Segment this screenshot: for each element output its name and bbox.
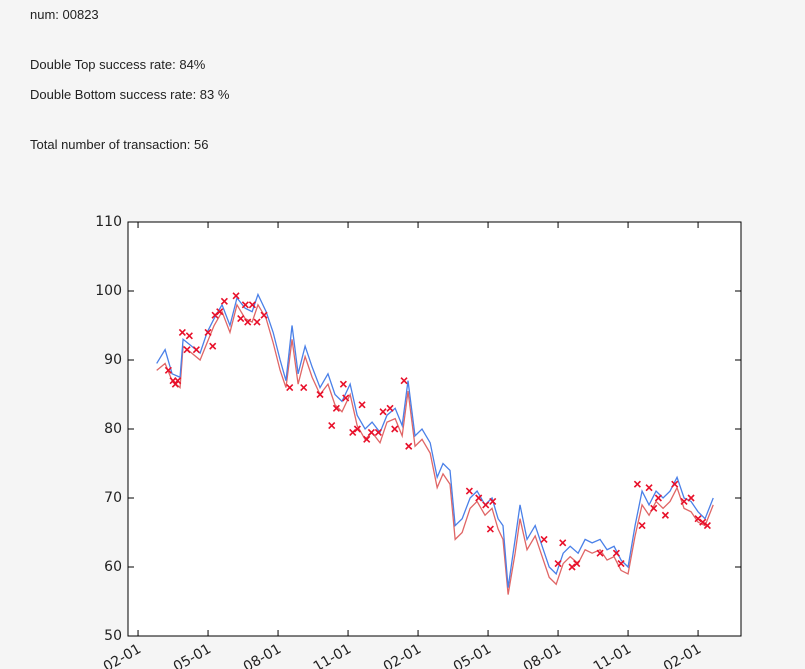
x-tick-label: 05-01 bbox=[451, 641, 494, 669]
signal-marker bbox=[286, 384, 294, 392]
signal-marker bbox=[638, 522, 646, 530]
signal-marker bbox=[216, 308, 224, 316]
price-line bbox=[156, 303, 714, 595]
signal-marker bbox=[367, 428, 375, 437]
signal-marker bbox=[400, 377, 408, 385]
y-tick-label: 70 bbox=[104, 490, 122, 506]
double-bottom-text: Double Bottom success rate: 83 % bbox=[30, 87, 230, 102]
x-tick-label: 02-01 bbox=[381, 641, 424, 669]
signal-marker bbox=[486, 525, 494, 533]
signal-marker bbox=[475, 494, 483, 502]
signal-marker bbox=[332, 404, 340, 412]
y-tick-label: 60 bbox=[104, 559, 122, 575]
signal-marker bbox=[633, 480, 641, 488]
signal-marker bbox=[374, 428, 382, 437]
signal-marker bbox=[253, 318, 261, 326]
signal-marker bbox=[554, 559, 562, 568]
signal-marker bbox=[687, 494, 695, 502]
signal-marker bbox=[232, 292, 240, 300]
signal-marker bbox=[316, 390, 324, 399]
x-tick-label: 08-01 bbox=[521, 641, 564, 669]
signal-marker bbox=[209, 342, 217, 350]
signal-marker bbox=[386, 404, 394, 412]
signal-marker bbox=[671, 480, 679, 488]
signal-marker bbox=[596, 549, 604, 557]
x-tick-label: 11-01 bbox=[591, 641, 634, 669]
signal-marker bbox=[349, 428, 357, 437]
signal-marker bbox=[300, 384, 308, 392]
x-tick-label: 08-01 bbox=[241, 641, 284, 669]
signal-marker bbox=[379, 408, 387, 416]
signal-marker bbox=[650, 504, 658, 512]
signal-marker bbox=[220, 297, 228, 305]
signal-marker bbox=[540, 535, 548, 543]
x-tick-label: 02-01 bbox=[661, 641, 704, 669]
signal-marker bbox=[237, 315, 245, 323]
y-tick-label: 50 bbox=[104, 628, 122, 644]
x-tick-label: 02-01 bbox=[101, 641, 144, 669]
signal-marker bbox=[342, 394, 350, 402]
transactions-text: Total number of transaction: 56 bbox=[30, 137, 209, 152]
x-tick-label: 05-01 bbox=[171, 641, 214, 669]
signal-marker bbox=[573, 559, 581, 568]
signal-marker bbox=[482, 501, 490, 509]
signal-marker bbox=[405, 442, 413, 450]
y-tick-label: 80 bbox=[104, 421, 122, 437]
signal-marker bbox=[654, 494, 662, 502]
signal-marker bbox=[178, 328, 186, 336]
plot-layer bbox=[156, 292, 714, 595]
y-tick-label: 90 bbox=[104, 352, 122, 368]
y-tick-label: 100 bbox=[95, 283, 122, 299]
y-tick-label: 110 bbox=[95, 214, 122, 230]
signal-marker bbox=[353, 425, 361, 433]
signal-marker bbox=[661, 511, 669, 519]
signal-marker bbox=[339, 380, 347, 388]
signal-marker bbox=[612, 549, 620, 557]
signal-marker bbox=[260, 311, 268, 319]
signal-marker bbox=[391, 425, 399, 433]
x-tick-label: 11-01 bbox=[311, 641, 354, 669]
price-line bbox=[156, 292, 714, 588]
plot-area bbox=[128, 222, 741, 636]
signal-marker bbox=[489, 497, 497, 506]
signal-marker bbox=[617, 559, 625, 568]
signal-marker bbox=[164, 366, 172, 374]
signal-marker bbox=[192, 346, 200, 354]
signal-marker bbox=[244, 318, 252, 326]
signal-marker bbox=[241, 301, 249, 309]
signal-marker bbox=[699, 518, 707, 526]
signal-marker bbox=[183, 346, 191, 354]
signal-marker bbox=[211, 311, 219, 319]
signal-marker bbox=[185, 332, 193, 340]
signal-marker bbox=[465, 487, 473, 495]
signal-marker bbox=[363, 435, 371, 443]
signal-marker bbox=[694, 515, 702, 523]
signal-marker bbox=[204, 328, 212, 336]
signal-marker bbox=[248, 301, 256, 309]
signal-marker bbox=[358, 401, 366, 409]
signal-marker bbox=[328, 421, 336, 430]
double-top-text: Double Top success rate: 84% bbox=[30, 57, 206, 72]
signal-marker bbox=[645, 484, 653, 492]
signal-marker bbox=[680, 497, 688, 506]
signal-marker bbox=[559, 539, 567, 547]
signal-marker bbox=[568, 563, 576, 571]
signal-marker bbox=[703, 522, 711, 530]
num-text: num: 00823 bbox=[30, 7, 99, 22]
signal-marker bbox=[174, 377, 182, 385]
